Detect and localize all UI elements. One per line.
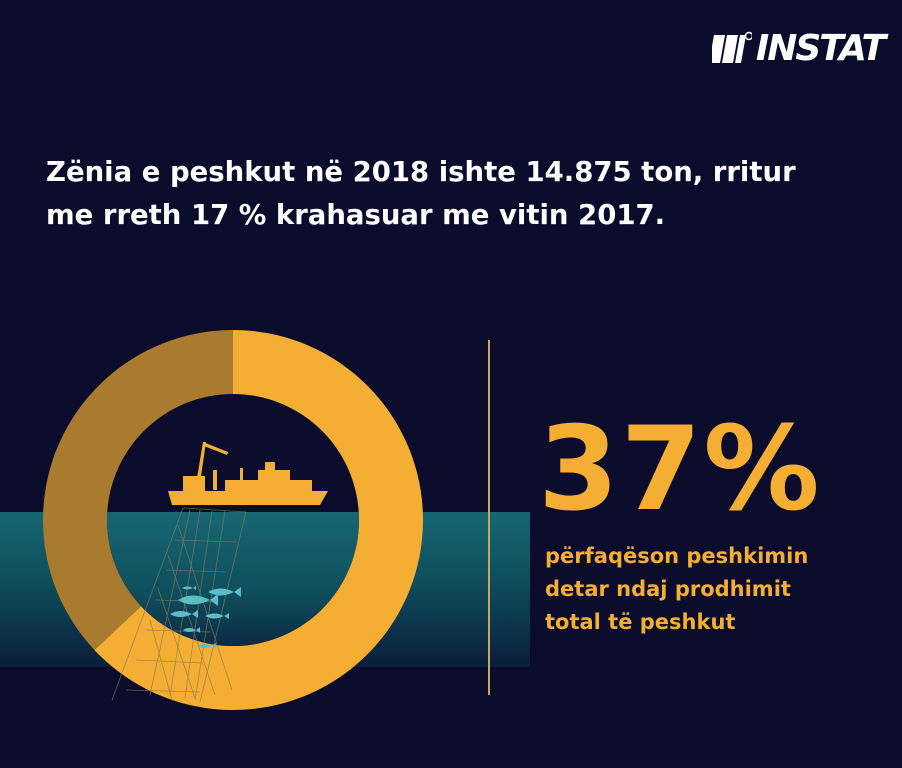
headline-line-2: me rreth 17 % krahasuar me vitin 2017. <box>46 199 666 231</box>
fishing-boat-icon <box>168 442 328 505</box>
description-line-3: total të peshkut <box>545 610 736 634</box>
description-line-1: përfaqëson peshkimin <box>545 544 809 568</box>
donut-chart <box>42 330 423 710</box>
instat-logo: INSTAT <box>711 28 886 69</box>
headline-line-1: Zënia e peshkut në 2018 ishte 14.875 ton… <box>46 156 796 188</box>
vertical-divider <box>488 340 490 695</box>
percentage-value: 37% <box>538 402 822 537</box>
fish-icon <box>170 586 241 649</box>
instat-logo-mark-icon <box>711 31 752 63</box>
brand-name: INSTAT <box>755 28 886 69</box>
description-line-2: detar ndaj prodhimit <box>545 577 791 601</box>
headline: Zënia e peshkut në 2018 ishte 14.875 ton… <box>46 151 886 237</box>
percentage-description: përfaqëson peshkimin detar ndaj prodhimi… <box>545 540 885 639</box>
